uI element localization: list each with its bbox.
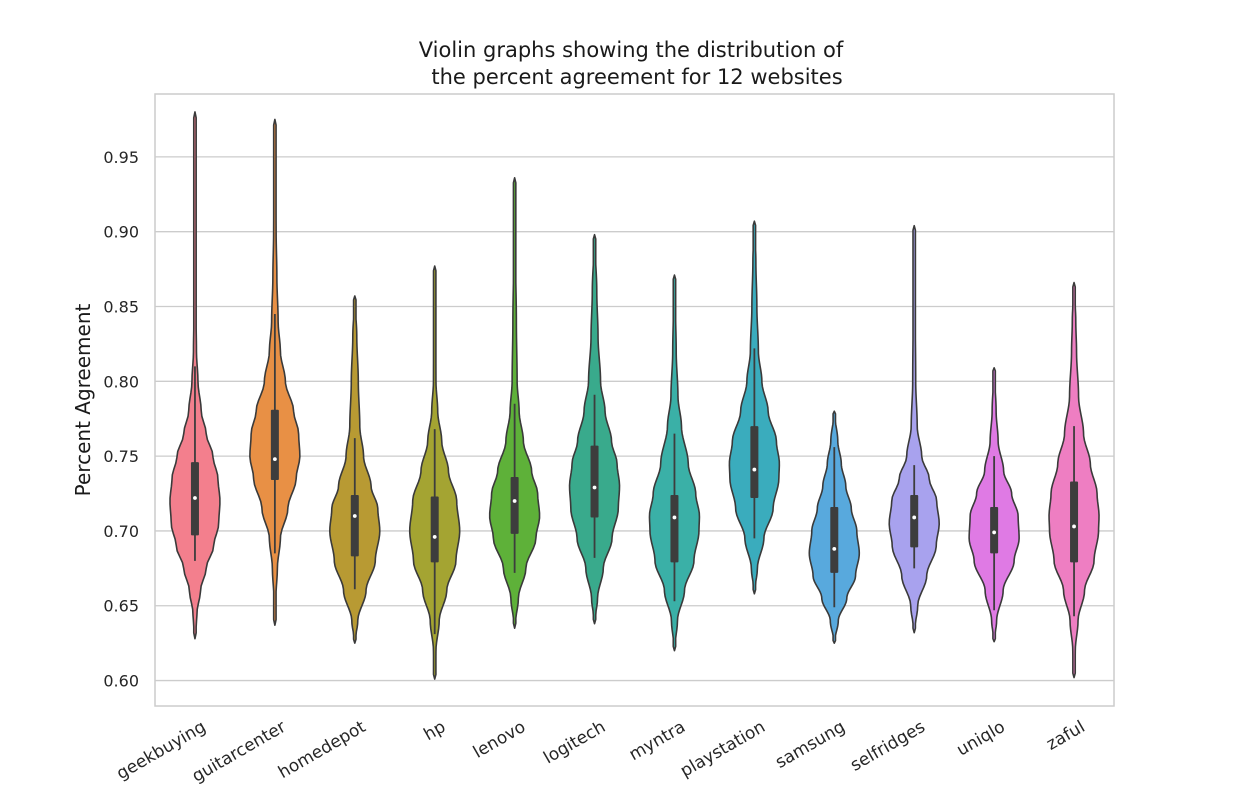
x-tick-label: logitech (540, 717, 609, 768)
violin-iqr-box (750, 426, 759, 499)
violin-homedepot (328, 295, 381, 644)
violin-median (272, 457, 277, 462)
x-tick-label: zaful (1043, 717, 1088, 755)
violin-body (888, 224, 941, 634)
y-tick-label: 0.95 (103, 148, 139, 167)
violin-median (752, 467, 757, 472)
violin-iqr-box (270, 409, 279, 481)
violin-iqr-box (590, 445, 599, 518)
y-tick-label: 0.90 (103, 223, 139, 242)
violin-playstation (728, 220, 781, 595)
violin-iqr-box (1070, 481, 1079, 563)
x-tick-label: homedepot (275, 717, 370, 783)
violin-iqr-box (830, 506, 839, 573)
y-tick-labels: 0.60 0.65 0.70 0.75 0.80 0.85 0.90 0.95 (103, 148, 139, 691)
violin-median (432, 535, 437, 539)
violins (169, 111, 1100, 680)
violin-guitarcenter (249, 118, 301, 627)
plot-frame (154, 93, 1115, 707)
violin-hp (408, 265, 461, 680)
violin-iqr-box (350, 495, 359, 557)
violin-median (672, 515, 677, 520)
violin-uniqlo (968, 367, 1020, 643)
violin-zaful (1048, 281, 1100, 679)
violin-median (512, 499, 517, 503)
violin-iqr-box (990, 506, 999, 554)
y-tick-label: 0.80 (103, 372, 139, 391)
violin-median (352, 514, 357, 518)
y-tick-label: 0.60 (103, 672, 139, 691)
violin-median (193, 496, 197, 500)
x-tick-label: playstation (677, 717, 769, 782)
violin-median (592, 485, 597, 490)
violin-median (912, 515, 917, 520)
x-tick-label: hp (421, 717, 450, 745)
violin-iqr-box (910, 495, 919, 548)
violin-iqr-box (430, 496, 439, 563)
violin-median (832, 546, 837, 551)
chart-title-line-1: Violin graphs showing the distribution o… (419, 38, 844, 62)
y-axis-label: Percent Agreement (71, 304, 95, 497)
x-tick-label: samsung (772, 717, 849, 773)
y-tick-label: 0.75 (103, 447, 139, 466)
violin-myntra (648, 274, 701, 652)
x-tick-label: uniqlo (953, 717, 1008, 760)
y-tick-label: 0.70 (103, 522, 139, 541)
violin-geekbuying (169, 111, 221, 640)
x-tick-label: selfridges (847, 717, 929, 776)
violin-median (1072, 524, 1076, 529)
violin-lenovo (488, 176, 541, 629)
x-tick-label: myntra (626, 717, 689, 765)
violin-samsung (808, 410, 861, 644)
violin-selfridges (888, 224, 941, 634)
grid-lines (155, 156, 1114, 682)
violin-body (488, 176, 541, 629)
x-tick-label: lenovo (470, 717, 529, 763)
violin-median (992, 530, 997, 535)
violin-iqr-box (670, 495, 679, 563)
y-tick-label: 0.85 (103, 297, 139, 316)
violin-logitech (568, 233, 621, 625)
chart-title-line-2: the percent agreement for 12 websites (431, 65, 842, 89)
y-tick-label: 0.65 (103, 597, 139, 616)
violin-iqr-box (510, 477, 519, 534)
